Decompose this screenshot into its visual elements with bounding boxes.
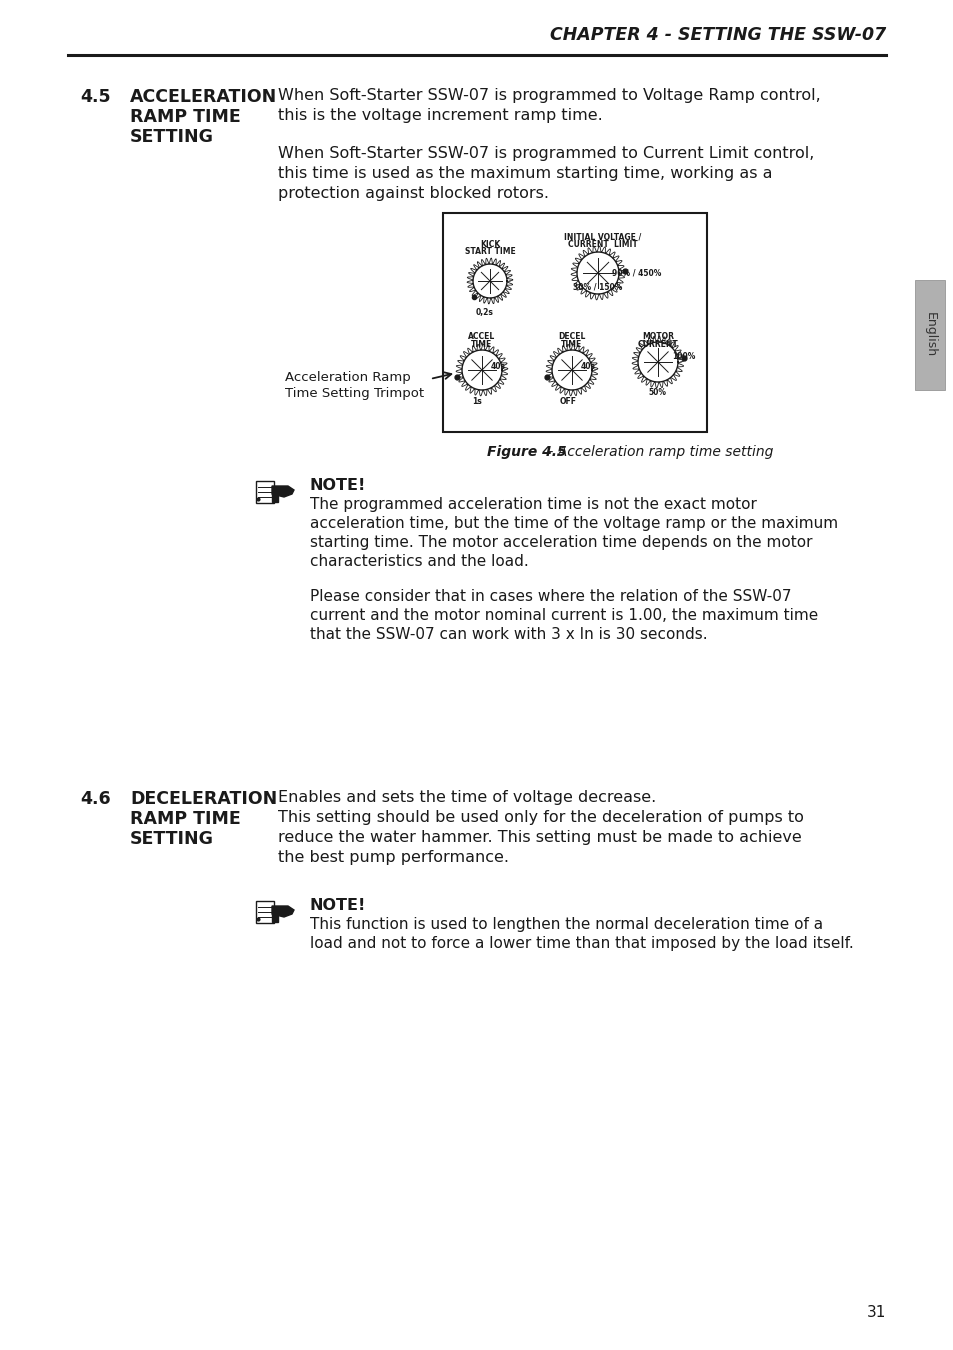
Text: Enables and sets the time of voltage decrease.: Enables and sets the time of voltage dec… bbox=[277, 790, 656, 805]
Text: CURRENT: CURRENT bbox=[637, 340, 678, 350]
Text: 50%: 50% bbox=[647, 387, 665, 397]
Text: 31: 31 bbox=[865, 1305, 885, 1320]
Text: English: English bbox=[923, 312, 936, 358]
Bar bbox=[914, 279, 944, 390]
Text: ACCELERATION: ACCELERATION bbox=[130, 88, 277, 107]
Bar bbox=[255, 481, 274, 504]
Text: Please consider that in cases where the relation of the SSW-07: Please consider that in cases where the … bbox=[310, 589, 791, 603]
Text: When Soft-Starter SSW-07 is programmed to Current Limit control,: When Soft-Starter SSW-07 is programmed t… bbox=[277, 146, 814, 161]
Text: Acceleration Ramp: Acceleration Ramp bbox=[285, 371, 411, 383]
Text: this is the voltage increment ramp time.: this is the voltage increment ramp time. bbox=[277, 108, 602, 123]
Text: NOTE!: NOTE! bbox=[310, 898, 366, 913]
Text: current and the motor nominal current is 1.00, the maximum time: current and the motor nominal current is… bbox=[310, 608, 818, 622]
Text: RAMP TIME: RAMP TIME bbox=[130, 108, 240, 126]
Text: TIME: TIME bbox=[560, 340, 582, 350]
Text: SETTING: SETTING bbox=[130, 128, 213, 146]
Text: KICK: KICK bbox=[479, 240, 499, 248]
Text: CURRENT  LIMIT: CURRENT LIMIT bbox=[568, 240, 638, 248]
Text: 4.6: 4.6 bbox=[80, 790, 111, 809]
Text: this time is used as the maximum starting time, working as a: this time is used as the maximum startin… bbox=[277, 166, 772, 181]
Text: OFF: OFF bbox=[559, 397, 577, 406]
Text: DECELERATION: DECELERATION bbox=[130, 790, 277, 809]
Text: load and not to force a lower time than that imposed by the load itself.: load and not to force a lower time than … bbox=[310, 936, 853, 950]
Text: 1s: 1s bbox=[472, 397, 481, 406]
Text: 0,2s: 0,2s bbox=[476, 308, 494, 317]
Polygon shape bbox=[272, 906, 294, 917]
Text: the best pump performance.: the best pump performance. bbox=[277, 850, 509, 865]
Text: START TIME: START TIME bbox=[464, 247, 515, 256]
Text: reduce the water hammer. This setting must be made to achieve: reduce the water hammer. This setting mu… bbox=[277, 830, 801, 845]
Polygon shape bbox=[272, 914, 277, 922]
Text: protection against blocked rotors.: protection against blocked rotors. bbox=[277, 186, 548, 201]
Text: 4.5: 4.5 bbox=[80, 88, 111, 107]
Text: CHAPTER 4 - SETTING THE SSW-07: CHAPTER 4 - SETTING THE SSW-07 bbox=[549, 26, 885, 45]
Text: RAMP TIME: RAMP TIME bbox=[130, 810, 240, 828]
Text: that the SSW-07 can work with 3 x In is 30 seconds.: that the SSW-07 can work with 3 x In is … bbox=[310, 626, 707, 643]
Text: 30% / 150%: 30% / 150% bbox=[573, 284, 621, 292]
Bar bbox=[255, 900, 274, 923]
Text: starting time. The motor acceleration time depends on the motor: starting time. The motor acceleration ti… bbox=[310, 535, 812, 549]
Text: This function is used to lengthen the normal deceleration time of a: This function is used to lengthen the no… bbox=[310, 917, 822, 932]
Text: characteristics and the load.: characteristics and the load. bbox=[310, 554, 528, 568]
Text: TIME: TIME bbox=[471, 340, 492, 350]
Text: SETTING: SETTING bbox=[130, 830, 213, 848]
Text: 40s: 40s bbox=[580, 362, 596, 371]
Text: 90% / 450%: 90% / 450% bbox=[612, 269, 660, 277]
Text: 40s: 40s bbox=[491, 362, 505, 371]
Text: This setting should be used only for the deceleration of pumps to: This setting should be used only for the… bbox=[277, 810, 803, 825]
Text: - Acceleration ramp time setting: - Acceleration ramp time setting bbox=[543, 446, 773, 459]
Text: MOTOR: MOTOR bbox=[641, 332, 673, 342]
Text: Figure 4.5: Figure 4.5 bbox=[486, 446, 566, 459]
Bar bbox=[442, 213, 706, 432]
Text: INITIAL VOLTAGE /: INITIAL VOLTAGE / bbox=[564, 232, 641, 242]
Text: DECEL: DECEL bbox=[558, 332, 585, 342]
Text: Time Setting Trimpot: Time Setting Trimpot bbox=[285, 387, 424, 400]
Text: acceleration time, but the time of the voltage ramp or the maximum: acceleration time, but the time of the v… bbox=[310, 516, 838, 531]
Polygon shape bbox=[272, 486, 294, 497]
Text: When Soft-Starter SSW-07 is programmed to Voltage Ramp control,: When Soft-Starter SSW-07 is programmed t… bbox=[277, 88, 820, 103]
Text: NOTE!: NOTE! bbox=[310, 478, 366, 493]
Text: ACCEL: ACCEL bbox=[468, 332, 496, 342]
Text: 100%: 100% bbox=[671, 352, 695, 360]
Text: The programmed acceleration time is not the exact motor: The programmed acceleration time is not … bbox=[310, 497, 756, 512]
Polygon shape bbox=[272, 494, 277, 502]
